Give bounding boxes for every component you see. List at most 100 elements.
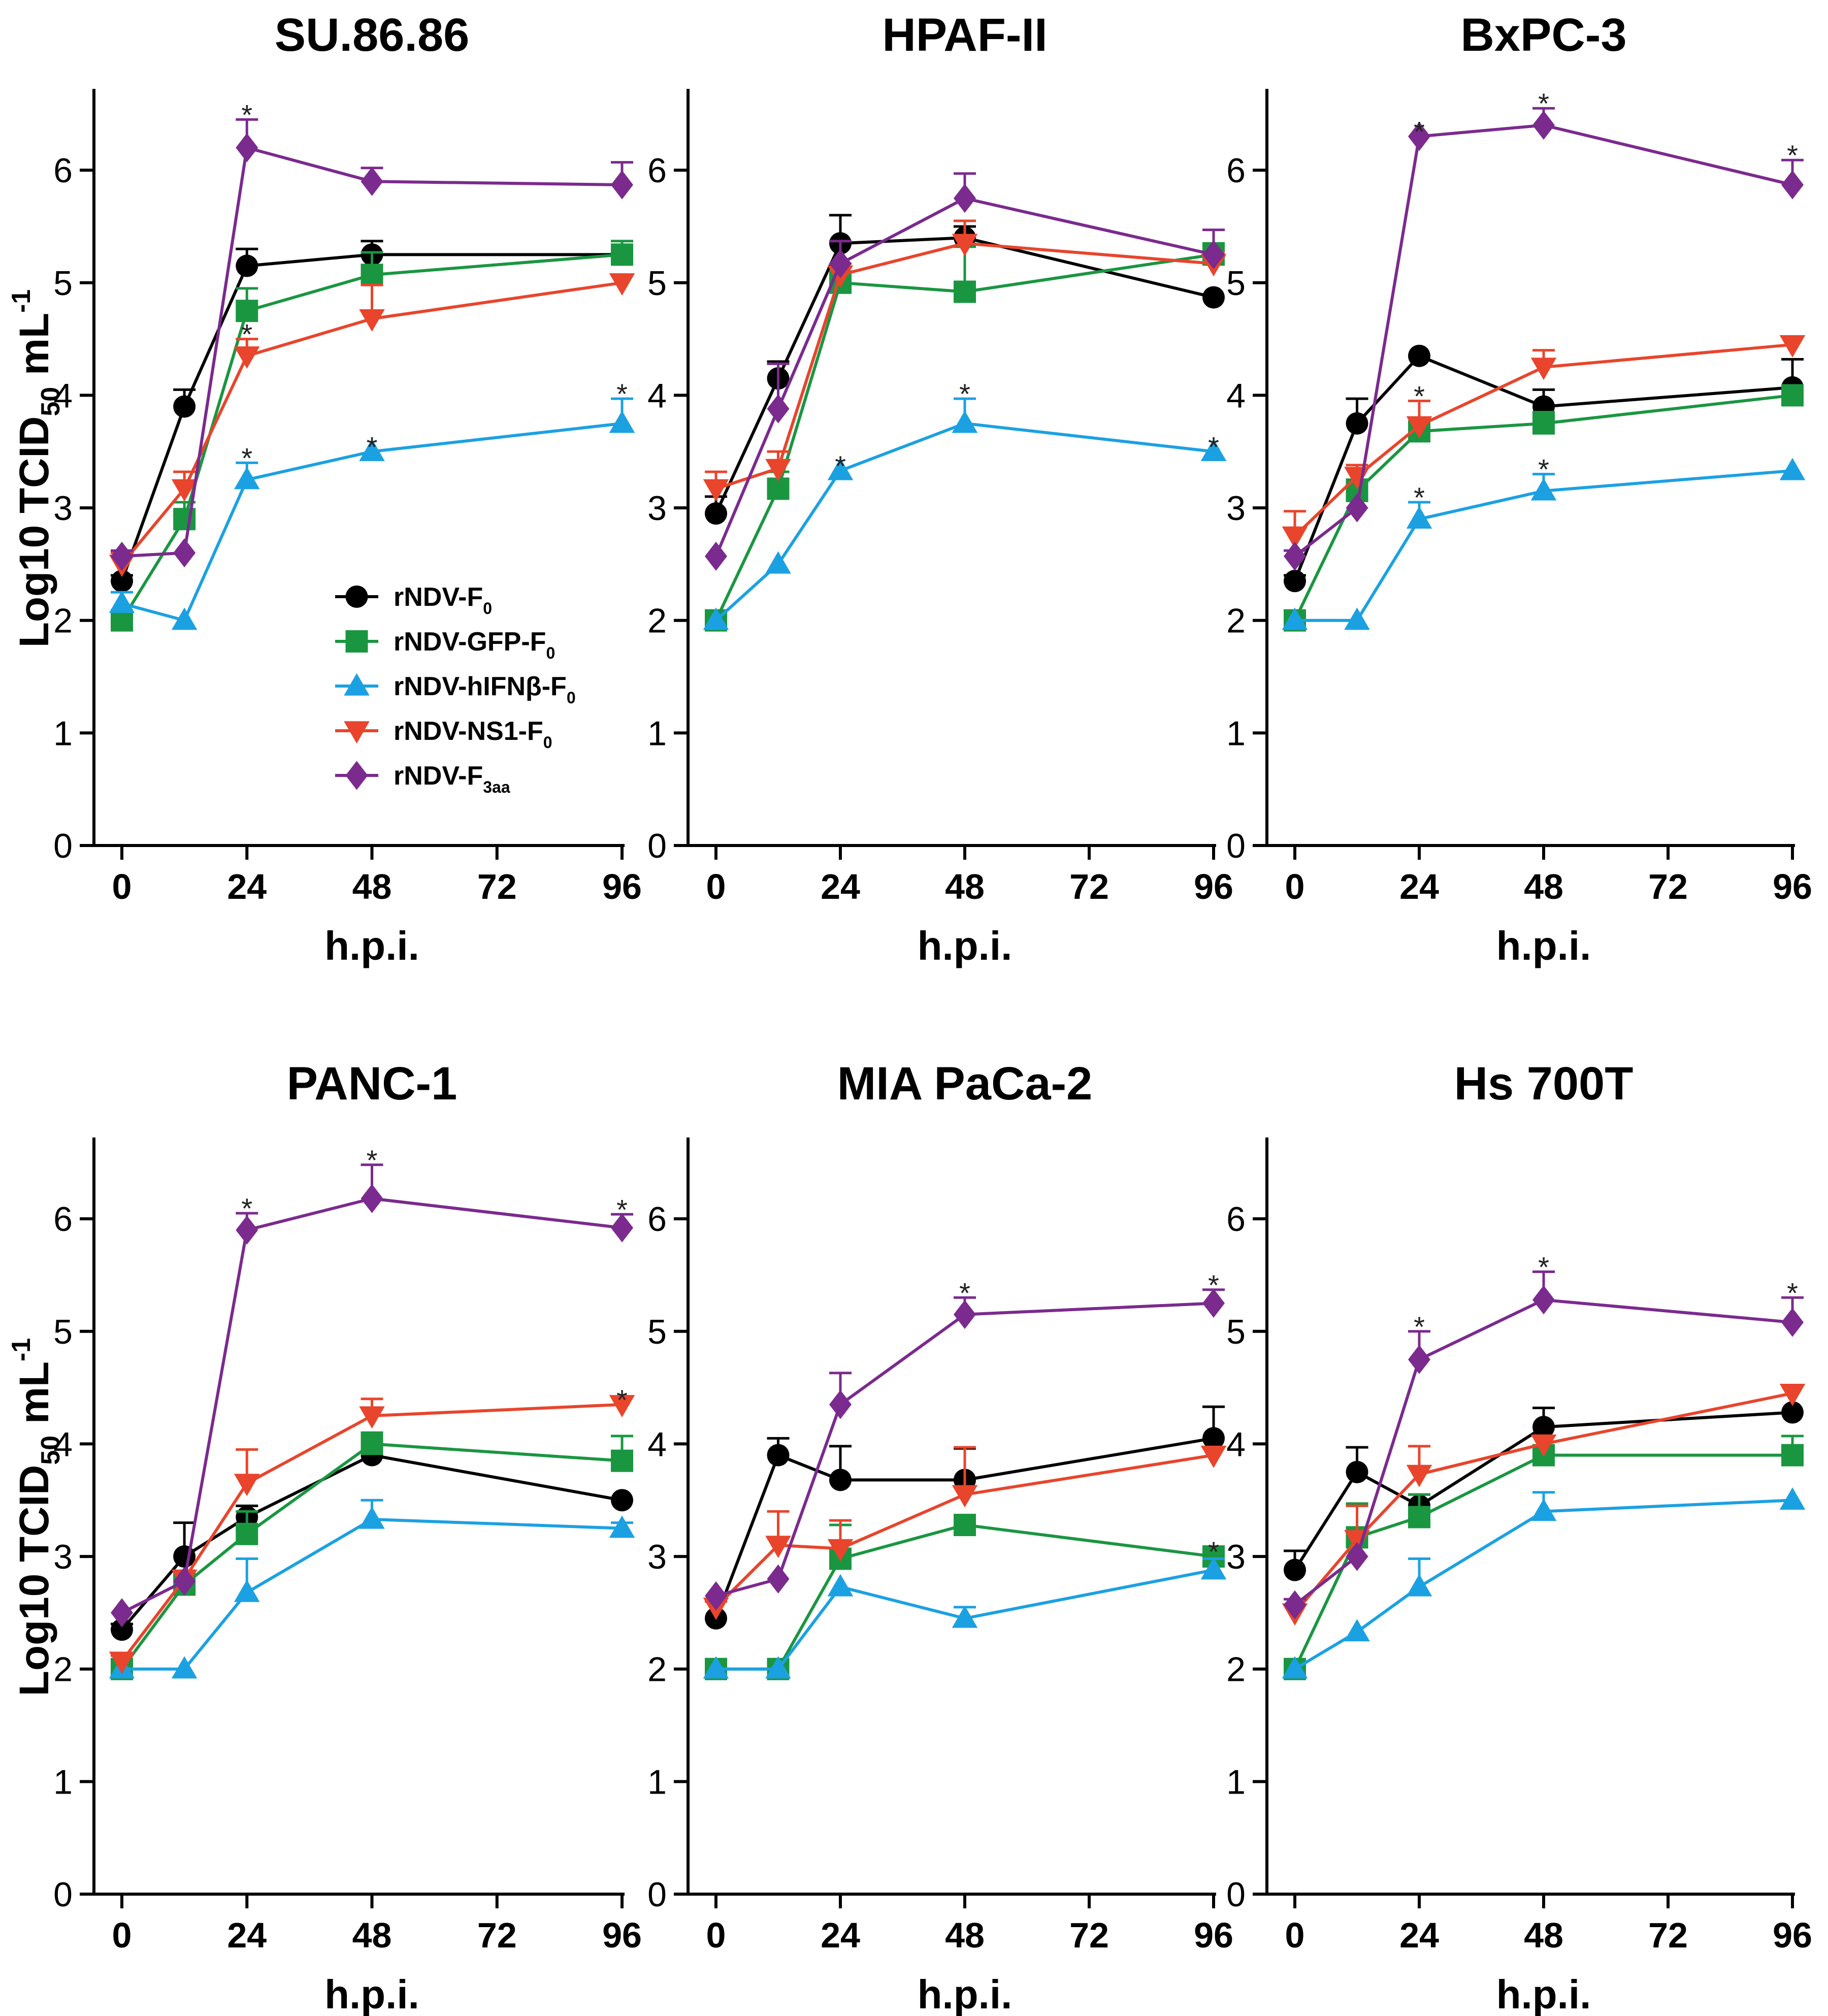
y-tick-label: 4 bbox=[53, 1425, 73, 1464]
data-point bbox=[703, 479, 729, 502]
data-point bbox=[1406, 506, 1432, 529]
data-point bbox=[1282, 1656, 1308, 1679]
x-axis-label: h.p.i. bbox=[324, 923, 419, 968]
x-tick-label: 48 bbox=[352, 1915, 392, 1955]
legend: rNDV-F0 rNDV-GFP-F0 rNDV-hIFNβ-F0 rNDV-NS1-… bbox=[335, 582, 576, 796]
y-tick-label: 0 bbox=[53, 1875, 73, 1914]
x-tick-label: 24 bbox=[1399, 867, 1439, 906]
significance-mark: * bbox=[1414, 380, 1425, 412]
data-point bbox=[1779, 1383, 1806, 1406]
significance-mark: * bbox=[1787, 1277, 1798, 1309]
y-tick-label: 1 bbox=[1226, 1763, 1246, 1801]
data-point bbox=[171, 607, 198, 630]
data-point bbox=[765, 459, 791, 481]
x-tick-label: 96 bbox=[1773, 867, 1812, 906]
series-4: * * * bbox=[1284, 1251, 1804, 1619]
legend-label: rNDV-F3aa bbox=[394, 761, 510, 796]
data-point bbox=[1408, 1345, 1430, 1374]
data-point bbox=[827, 1539, 854, 1562]
data-point bbox=[1202, 1288, 1225, 1318]
y-tick-label: 4 bbox=[647, 1425, 667, 1464]
data-point bbox=[1346, 1460, 1368, 1483]
significance-mark: * bbox=[1414, 116, 1425, 148]
significance-mark: * bbox=[616, 1384, 628, 1416]
legend-label: rNDV-GFP-F0 bbox=[394, 627, 555, 662]
panel-4: MIA PaCa-2 0 1 2 3 4 5 6 0 24 48 72 96 h.p.i. ** * bbox=[647, 1058, 1233, 2016]
series-line bbox=[714, 253, 1214, 621]
panel-title: SU.86.86 bbox=[275, 9, 470, 61]
series-4: * * * bbox=[1284, 87, 1804, 571]
y-tick-label: 0 bbox=[647, 827, 667, 865]
x-tick-label: 72 bbox=[1069, 867, 1109, 906]
y-tick-label: 5 bbox=[53, 1313, 73, 1351]
data-point bbox=[1408, 1506, 1430, 1529]
x-tick-label: 24 bbox=[1399, 1915, 1439, 1955]
y-tick-label: 5 bbox=[647, 1313, 667, 1351]
y-tick-label: 0 bbox=[1226, 827, 1246, 865]
legend-item: rNDV-NS1-F0 bbox=[335, 717, 552, 752]
data-point bbox=[765, 1536, 791, 1558]
significance-mark: * bbox=[241, 318, 252, 350]
legend-label: rNDV-hIFNβ-F0 bbox=[394, 672, 576, 707]
y-tick-label: 0 bbox=[647, 1875, 667, 1914]
data-point bbox=[952, 1605, 978, 1628]
data-point bbox=[171, 479, 198, 502]
data-point bbox=[234, 1579, 260, 1602]
x-tick-label: 0 bbox=[1285, 1915, 1305, 1955]
y-tick-label: 3 bbox=[53, 489, 73, 528]
significance-mark: * bbox=[835, 450, 846, 482]
data-point bbox=[359, 438, 385, 461]
y-tick-label: 0 bbox=[1226, 1875, 1246, 1914]
series-line bbox=[121, 146, 623, 558]
data-point bbox=[236, 133, 258, 162]
y-axis-label: Log10 TCID50 mL-1 bbox=[7, 289, 66, 647]
data-point bbox=[827, 1574, 854, 1597]
data-point bbox=[1284, 1590, 1306, 1619]
data-point bbox=[1202, 1427, 1225, 1450]
data-point bbox=[111, 570, 133, 593]
x-tick-label: 0 bbox=[1285, 867, 1305, 906]
y-tick-label: 2 bbox=[647, 602, 667, 640]
y-tick-label: 6 bbox=[1226, 151, 1246, 190]
panel-3: PANC-1 0 1 2 3 4 5 6 0 24 48 72 96 h.p.i. Log10 TCID50… bbox=[7, 1058, 642, 2016]
data-point bbox=[1530, 1499, 1557, 1521]
data-point bbox=[1532, 110, 1555, 140]
data-point bbox=[236, 254, 258, 277]
x-tick-label: 0 bbox=[112, 1915, 132, 1955]
legend-marker bbox=[345, 630, 368, 653]
data-point bbox=[827, 458, 854, 480]
data-point bbox=[611, 170, 633, 200]
x-axis-label: h.p.i. bbox=[918, 1972, 1013, 2016]
x-tick-label: 24 bbox=[821, 867, 860, 906]
data-point bbox=[952, 1485, 978, 1508]
series-2 bbox=[703, 1557, 1227, 1679]
significance-mark: * bbox=[1208, 431, 1219, 463]
data-point bbox=[173, 1567, 196, 1596]
x-tick-label: 48 bbox=[1524, 867, 1563, 906]
significance-mark: * bbox=[241, 1192, 252, 1224]
x-tick-label: 24 bbox=[821, 1915, 860, 1955]
x-tick-label: 96 bbox=[1194, 867, 1233, 906]
x-axis-label: h.p.i. bbox=[1496, 1972, 1591, 2016]
series-line bbox=[120, 1442, 623, 1670]
series-0 bbox=[111, 1442, 633, 1641]
data-point bbox=[703, 1656, 729, 1679]
data-point bbox=[1284, 541, 1306, 571]
data-point bbox=[111, 1598, 133, 1628]
y-tick-label: 3 bbox=[647, 1538, 667, 1576]
x-tick-label: 72 bbox=[1648, 867, 1688, 906]
legend-marker bbox=[344, 673, 370, 696]
y-tick-label: 6 bbox=[53, 151, 73, 190]
data-point bbox=[609, 1515, 635, 1538]
data-point bbox=[1532, 1285, 1555, 1315]
data-point bbox=[1344, 1619, 1370, 1642]
data-point bbox=[765, 551, 791, 574]
legend-marker bbox=[345, 761, 368, 790]
y-tick-label: 2 bbox=[53, 1650, 73, 1689]
series-4: * * * bbox=[111, 1144, 633, 1628]
data-point bbox=[1781, 170, 1804, 200]
y-tick-label: 6 bbox=[647, 1200, 667, 1239]
data-point bbox=[1344, 607, 1370, 630]
y-tick-label: 4 bbox=[1226, 1425, 1246, 1464]
x-tick-label: 48 bbox=[1524, 1915, 1563, 1955]
